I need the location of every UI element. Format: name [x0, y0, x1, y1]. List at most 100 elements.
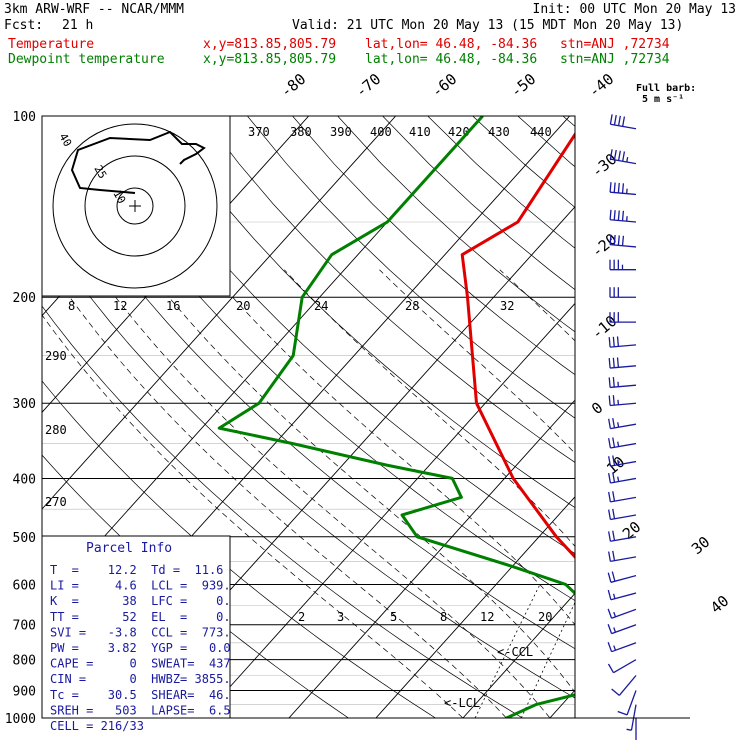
- pressure-tick-400: 400: [13, 472, 36, 487]
- wind-barb-19: [608, 550, 637, 563]
- parcel-info-row-10: CELL = 216/33: [50, 719, 144, 733]
- wind-barb-14: [608, 455, 637, 467]
- moist-adiabat-15: [284, 269, 575, 547]
- hodo-ring-2: [52, 123, 218, 289]
- pressure-tick-900: 900: [13, 684, 36, 699]
- dry-adiabat-390: [472, 116, 575, 208]
- wind-barb-4: [609, 234, 637, 248]
- wind-barb-21: [607, 589, 637, 601]
- speed-tick-8: 8: [68, 299, 75, 313]
- dewpoint-line: [217, 116, 575, 718]
- wind-barb-6: [609, 287, 636, 298]
- speed-tick-28: 28: [405, 299, 419, 313]
- lcl-label: <-LCL: [444, 696, 480, 710]
- dry-adiabat-430: [653, 116, 740, 718]
- isotherm-10: [637, 116, 740, 718]
- hodo-ring-label-25: 25: [91, 163, 109, 181]
- wind-barb-3: [609, 209, 637, 223]
- wind-barb-23: [607, 624, 637, 635]
- mixing-ratio-2: [474, 584, 541, 718]
- isotherm--40: [201, 302, 575, 718]
- parcel-info-row-6: CAPE = 0 SWEAT= 437: [50, 657, 231, 671]
- theta-label-370: 370: [248, 125, 270, 139]
- hodo-ring-1: [84, 155, 186, 257]
- pressure-tick-300: 300: [13, 397, 36, 412]
- speed-tick-24: 24: [314, 299, 328, 313]
- forecast-label: Fcst:: [4, 18, 44, 33]
- isotherm--10: [462, 592, 575, 718]
- wind-barb-15: [608, 472, 637, 484]
- wind-barb-18: [608, 530, 637, 542]
- moist-adiabat--10: [42, 314, 464, 718]
- wind-barb-8: [608, 336, 637, 348]
- speed-tick-16: 16: [166, 299, 180, 313]
- dew-loc-xy: x,y=813.85,805.79: [203, 52, 337, 67]
- wind-barb-5: [609, 259, 636, 271]
- moist-adiabat--5: [50, 269, 507, 718]
- mixing-ratio-label-2: 2: [298, 610, 305, 624]
- wind-barb-2: [609, 182, 637, 196]
- wind-barb-20: [607, 571, 637, 583]
- theta-left-label-270: 270: [45, 495, 67, 509]
- full-barb-units: 5 m s⁻¹: [642, 94, 685, 105]
- wind-barb-13: [608, 437, 637, 449]
- wind-barb-26: [611, 675, 637, 696]
- forecast-hour: 21 h: [62, 18, 94, 33]
- moist-adiabat-0: [94, 269, 551, 718]
- pressure-tick-1000: 1000: [5, 712, 36, 727]
- parcel-info-box: [41, 535, 231, 719]
- isotherm-label--40: -40: [585, 70, 617, 101]
- pressure-tick-100: 100: [13, 110, 36, 125]
- pressure-tick-500: 500: [13, 531, 36, 546]
- wind-barb-10: [608, 377, 637, 389]
- ccl-label: <-CCL: [497, 645, 533, 659]
- dry-adiabat-310: [111, 116, 575, 555]
- mixing-ratio-label-20: 20: [538, 610, 552, 624]
- dewpoint-legend: Dewpoint temperature: [8, 52, 165, 67]
- dry-adiabat-370: [382, 116, 575, 291]
- dry-adiabat-270: [42, 305, 523, 718]
- wind-barb-16: [608, 491, 637, 503]
- parcel-info-row-0: T = 12.2 Td = 11.6: [50, 563, 223, 577]
- speed-tick-20: 20: [236, 299, 250, 313]
- dry-adiabat-320: [157, 116, 575, 509]
- isotherm-20: [724, 116, 740, 718]
- wind-barb-27: [617, 690, 637, 716]
- valid-time: Valid: 21 UTC Mon 20 May 13 (15 MDT Mon …: [292, 18, 684, 33]
- theta-label-380: 380: [290, 125, 312, 139]
- full-barb-label: Full barb:: [636, 83, 697, 94]
- wind-barb-17: [608, 508, 637, 521]
- isotherm-label--80: -80: [277, 70, 309, 101]
- dry-adiabat-360: [337, 116, 575, 333]
- wind-barb-24: [607, 642, 637, 653]
- parcel-info-row-4: SVI = -3.8 CCL = 773.: [50, 625, 231, 639]
- hodo-ring-label-40: 40: [56, 131, 74, 149]
- dry-adiabat-340: [247, 116, 575, 419]
- theta-label-400: 400: [370, 125, 392, 139]
- temp-loc-stn: stn=ANJ ,72734: [560, 37, 670, 52]
- isotherm-label-0: 0: [588, 398, 606, 418]
- init-time: Init: 00 UTC Mon 20 May 13: [532, 2, 737, 17]
- mixing-ratio-8: [641, 584, 697, 718]
- isotherm-label--70: -70: [352, 70, 384, 101]
- temp-loc-xy: x,y=813.85,805.79: [203, 37, 337, 52]
- dry-adiabat-410: [562, 116, 575, 127]
- dry-adiabat-350: [292, 116, 575, 376]
- speed-tick-32: 32: [500, 299, 514, 313]
- model-title: 3km ARW-WRF -- NCAR/MMM: [4, 2, 185, 17]
- mixing-ratio-label-3: 3: [337, 610, 344, 624]
- isotherm-label--50: -50: [507, 70, 539, 101]
- pressure-tick-200: 200: [13, 291, 36, 306]
- wind-barb-7: [609, 312, 636, 323]
- moist-adiabat-5: [146, 269, 575, 693]
- wind-barb-11: [608, 395, 637, 407]
- isotherm-label--10: -10: [588, 312, 620, 343]
- temperature-line: [460, 131, 575, 560]
- parcel-info-row-7: CIN = 0 HWBZ= 3855.: [50, 672, 231, 686]
- dry-adiabat-300: [66, 116, 575, 602]
- mixing-ratio-label-5: 5: [390, 610, 397, 624]
- parcel-info-row-9: SREH = 503 LAPSE= 6.5: [50, 703, 231, 717]
- parcel-info-row-5: PW = 3.82 YGP = 0.0: [50, 641, 231, 655]
- moist-adiabat-10: [208, 269, 575, 626]
- mixing-ratio-label-8: 8: [440, 610, 447, 624]
